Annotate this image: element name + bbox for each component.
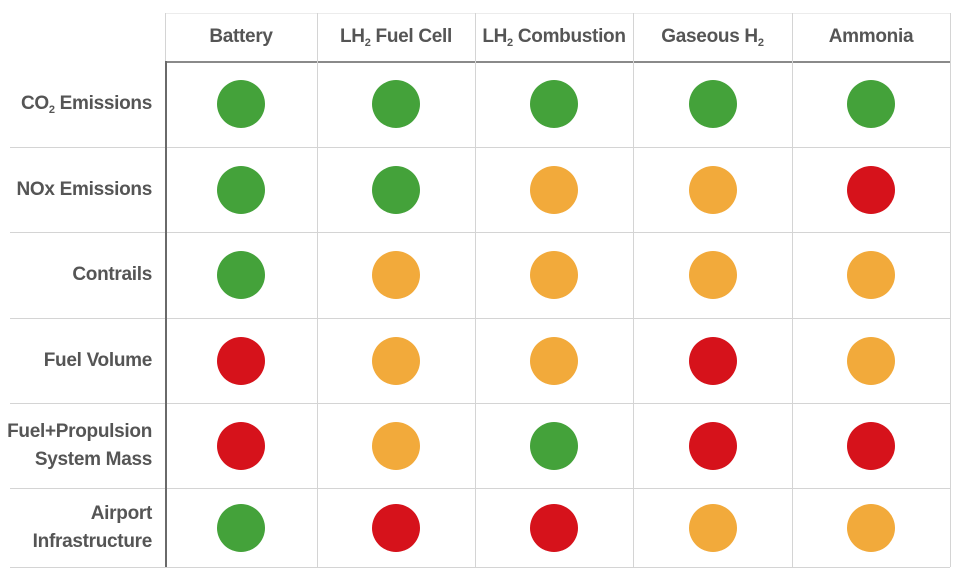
row-header-line: System Mass [35, 446, 152, 474]
row-divider [10, 318, 950, 319]
rating-dot-poor [847, 421, 895, 470]
row-header-text-suffix: Emissions [54, 93, 153, 114]
row-header-text: Fuel Volume [43, 349, 153, 371]
rating-dot-poor [688, 336, 737, 385]
column-header-label: LH2 Fuel Cell [339, 26, 453, 49]
column-header: LH2 Combustion [475, 13, 633, 61]
column-divider [475, 13, 476, 567]
row-header: CO2 Emissions [10, 61, 165, 147]
rating-dot-poor [217, 336, 265, 385]
rating-dot-good [530, 421, 578, 470]
rating-dot-poor [217, 421, 265, 470]
column-divider [950, 13, 951, 567]
row-header: NOx Emissions [10, 147, 165, 232]
row-divider [10, 403, 950, 404]
column-header-subscript: 2 [364, 37, 371, 49]
row-header-line: Airport [90, 500, 153, 528]
rating-dot-good [530, 80, 578, 128]
rating-dot-moderate [530, 336, 578, 385]
row-header-line: CO2 Emissions [21, 90, 152, 118]
rating-dot-moderate [847, 251, 895, 299]
row-header-line: NOx Emissions [16, 176, 153, 204]
column-header-text: Gaseous H [661, 26, 758, 47]
row-header: Fuel Volume [10, 318, 165, 403]
rating-dot-good [217, 503, 265, 552]
rating-dot-good [688, 80, 737, 128]
row-header-text: Airport [90, 502, 153, 524]
row-divider [165, 61, 950, 63]
row-header-subscript: 2 [48, 104, 55, 116]
column-header-label: Gaseous H2 [661, 26, 764, 49]
rating-dot-good [372, 80, 420, 128]
row-divider [10, 232, 950, 233]
column-header: LH2 Fuel Cell [317, 13, 475, 61]
row-header-line: Fuel Volume [43, 347, 153, 375]
row-divider [10, 147, 950, 148]
row-header-line: Contrails [72, 261, 152, 289]
row-divider [10, 567, 950, 568]
rating-dot-moderate [847, 336, 895, 385]
column-divider [317, 13, 318, 567]
column-divider [165, 13, 166, 61]
column-header-text: LH [339, 26, 365, 47]
rating-dot-poor [530, 503, 578, 552]
column-header: Battery [165, 13, 317, 61]
rating-dot-good [217, 251, 265, 299]
column-header: Ammonia [792, 13, 950, 61]
column-divider [792, 13, 793, 567]
rating-dot-moderate [688, 503, 737, 552]
row-header-text: Infrastructure [32, 530, 153, 552]
column-header-text-suffix: Fuel Cell [370, 26, 453, 47]
rating-dot-good [847, 80, 895, 128]
column-header-label: LH2 Combustion [482, 26, 626, 49]
column-header-text-suffix: Combustion [512, 26, 626, 47]
row-header: Airport Infrastructure [10, 488, 165, 567]
rating-dot-moderate [530, 251, 578, 299]
column-header: Gaseous H2 [633, 13, 792, 61]
column-divider [165, 61, 167, 567]
rating-dot-moderate [372, 251, 420, 299]
row-header: Fuel+Propulsion System Mass [7, 403, 165, 488]
rating-dot-moderate [688, 251, 737, 299]
row-header: Contrails [10, 232, 165, 318]
column-header-label: Battery [209, 26, 273, 48]
row-header-text: NOx Emissions [16, 178, 153, 200]
row-divider [10, 488, 950, 489]
table-top-border [165, 13, 950, 14]
rating-dot-moderate [372, 421, 420, 470]
rating-dot-moderate [372, 336, 420, 385]
rating-dot-moderate [688, 165, 737, 214]
rating-dot-moderate [847, 503, 895, 552]
rating-dot-good [372, 165, 420, 214]
rating-dot-good [217, 80, 265, 128]
row-header-text: Contrails [72, 264, 152, 285]
rating-dot-poor [688, 421, 737, 470]
column-header-label: Ammonia [828, 26, 914, 48]
column-header-subscript: 2 [507, 37, 513, 49]
row-header-text: CO [20, 93, 49, 114]
column-header-subscript: 2 [757, 37, 764, 49]
row-header-line: Infrastructure [32, 528, 153, 556]
column-header-text: LH [482, 26, 508, 47]
row-header-text: System Mass [34, 448, 152, 470]
row-header-line: Fuel+Propulsion [7, 418, 152, 446]
row-header-text: Fuel+Propulsion [7, 420, 152, 442]
rating-dot-moderate [530, 165, 578, 214]
column-header-text: Ammonia [828, 26, 914, 47]
rating-dot-good [217, 165, 265, 214]
rating-dot-poor [372, 503, 420, 552]
column-divider [633, 13, 634, 567]
rating-dot-poor [847, 165, 895, 214]
column-header-text: Battery [209, 26, 273, 47]
